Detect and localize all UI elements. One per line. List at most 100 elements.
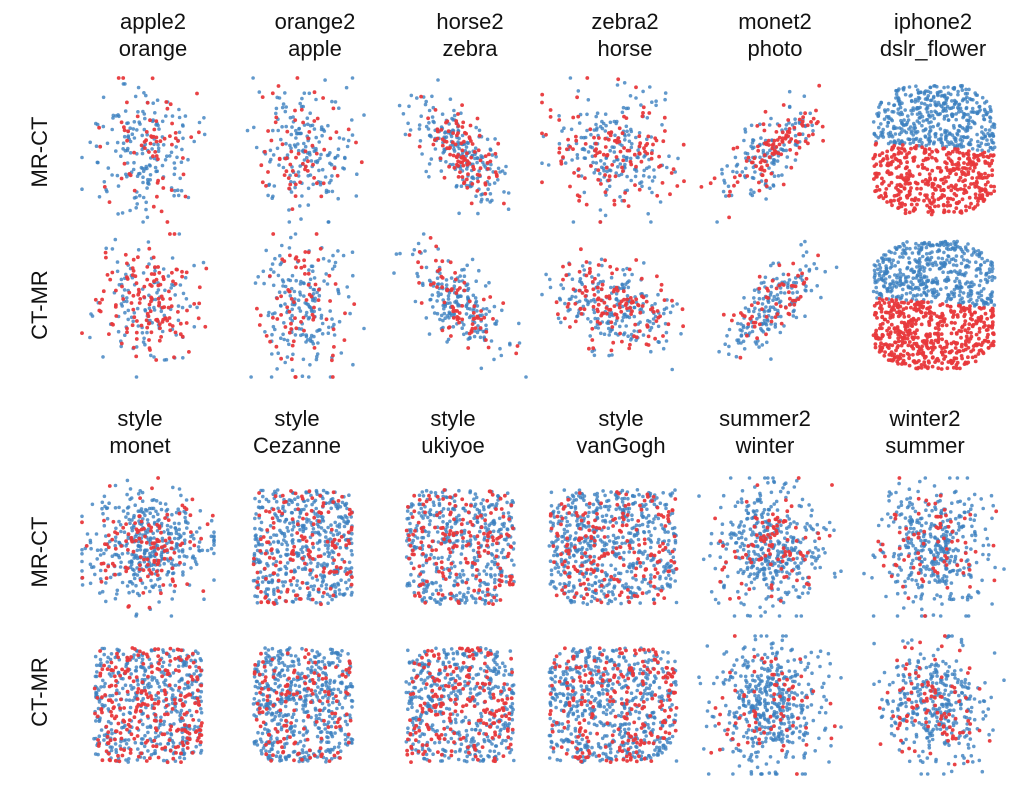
scatter-point-red [874,141,879,146]
scatter-point-red [651,142,655,147]
scatter-point-red [916,335,920,340]
scatter-point-blue [100,506,104,511]
scatter-point-red [285,305,290,310]
scatter-point-red [646,334,651,339]
scatter-point-red [939,350,944,354]
scatter-point-red [160,320,165,324]
scatter-point-blue [101,355,105,359]
scatter-point-red [637,144,642,149]
scatter-point-red [328,136,333,141]
scatter-point-blue [141,175,145,179]
scatter-point-blue [960,126,965,130]
scatter-point-blue [881,284,886,288]
scatter-point-blue [583,156,588,160]
scatter-point-blue [894,96,898,100]
scatter-point-red [150,76,155,81]
scatter-point-blue [152,305,156,310]
scatter-point-red [632,152,637,157]
scatter-point-blue [447,310,452,315]
scatter-point-blue [727,327,732,332]
scatter-point-red [639,276,644,281]
scatter-point-blue [890,134,895,139]
scatter-point-blue [283,109,288,114]
scatter-point-blue [150,584,154,589]
scatter-point-red [548,108,553,112]
scatter-point-blue [954,263,959,268]
scatter-point-red [803,111,807,116]
scatter-point-blue [596,326,601,330]
scatter-point-blue [256,275,261,279]
scatter-point-red [125,330,129,335]
scatter-point-blue [153,269,157,273]
scatter-point-red [434,258,438,263]
scatter-point-red [625,148,630,153]
scatter-point-red [606,137,611,142]
scatter-point-blue [407,104,411,109]
scatter-point-blue [322,279,326,283]
scatter-point-red [872,303,877,308]
scatter-point-red [576,167,581,172]
scatter-point-blue [988,145,993,150]
scatter-point-blue [922,286,927,291]
scatter-point-blue [144,207,148,212]
column-title-summer2-winter: summer2 winter [690,405,840,459]
scatter-point-red [142,284,147,289]
scatter-point-red [937,315,942,320]
scatter-panel [397,78,511,216]
scatter-point-blue [134,375,139,379]
scatter-point-red [568,184,572,189]
scatter-point-blue [492,357,496,362]
scatter-point-red [906,301,911,306]
scatter-point-red [896,305,900,310]
scatter-point-red [567,262,572,267]
scatter-point-blue [125,148,130,153]
scatter-point-red [609,130,614,135]
scatter-point-blue [102,523,107,528]
scatter-point-blue [308,363,312,367]
scatter-point-blue [309,264,314,269]
scatter-point-red [428,236,433,240]
scatter-point-red [981,154,986,159]
scatter-point-red [991,309,995,313]
scatter-point-blue [760,343,765,347]
scatter-point-blue [590,145,594,150]
scatter-point-blue [622,312,626,317]
scatter-point-blue [115,140,120,145]
scatter-point-red [597,136,601,140]
scatter-point-blue [192,139,196,144]
scatter-point-blue [269,267,273,272]
scatter-point-blue [287,208,291,212]
column-title-line: style [117,406,163,431]
scatter-point-red [588,266,592,271]
scatter-point-blue [764,322,769,327]
scatter-point-red [907,189,912,194]
scatter-point-blue [757,345,761,349]
scatter-point-red [961,348,966,353]
scatter-point-red [951,326,956,331]
scatter-point-blue [918,267,923,272]
scatter-point-red [757,322,762,327]
scatter-point-blue [956,128,961,133]
scatter-point-red [456,175,461,179]
scatter-point-red [103,250,108,255]
scatter-point-red [942,345,947,350]
scatter-point-red [471,317,476,321]
scatter-point-red [101,289,106,294]
scatter-point-red [913,180,918,185]
scatter-point-blue [323,78,327,82]
scatter-point-blue [952,248,957,252]
scatter-point-blue [151,514,156,519]
scatter-point-blue [648,328,652,333]
scatter-point-blue [431,119,436,124]
scatter-point-red [603,190,608,195]
scatter-point-blue [202,597,206,601]
scatter-point-red [897,149,902,154]
scatter-point-red [983,161,988,165]
scatter-point-red [470,142,475,146]
scatter-point-red [187,350,191,354]
scatter-point-blue [176,318,181,323]
scatter-point-red [938,344,943,349]
scatter-point-blue [989,298,993,303]
scatter-point-red [440,143,445,148]
scatter-point-blue [417,127,422,131]
